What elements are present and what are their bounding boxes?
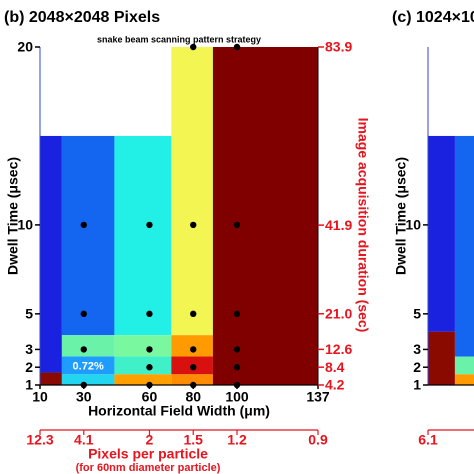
x2-tick-label: 1.2: [227, 432, 247, 448]
heat-cell: [114, 335, 172, 357]
data-point: [190, 43, 197, 51]
heat-cell: [61, 374, 115, 385]
data-point: [80, 346, 87, 353]
data-point: [146, 310, 153, 318]
y-tick-label: 1: [25, 377, 33, 393]
heat-cell: [171, 47, 213, 336]
y2-tick-label: 4.2: [325, 377, 345, 393]
x2-tick-label: 6.1: [418, 432, 438, 448]
y2-tick-label: 21.0: [325, 305, 352, 321]
heat-cell: [171, 335, 213, 357]
data-point: [190, 221, 197, 229]
y-tick-label: 2: [413, 359, 421, 375]
x-tick-label: 60: [142, 389, 158, 405]
y2-tick-label: 83.9: [325, 39, 352, 55]
data-point: [146, 221, 153, 229]
x-tick-label: 80: [185, 389, 201, 405]
heat-cell: [40, 372, 62, 385]
heat-cell: [61, 135, 115, 336]
heat-cell: [114, 135, 172, 336]
heat-cell: [114, 356, 172, 375]
heat-cell: [428, 135, 455, 332]
data-point: [190, 310, 197, 318]
data-point: [80, 221, 87, 229]
x2-axis-label: Pixels per particle: [88, 446, 208, 462]
y-axis-label: Dwell Time (μsec): [5, 157, 21, 275]
y-tick-label: 5: [25, 306, 33, 322]
data-point: [233, 364, 241, 371]
data-point: [146, 364, 153, 371]
heat-cell: [454, 374, 474, 385]
data-point: [233, 310, 241, 318]
data-point: [233, 221, 241, 229]
data-point: [146, 346, 153, 353]
x2-tick-label: 0.9: [308, 432, 328, 448]
y-tick-label: 5: [413, 306, 421, 322]
y-tick-label: 10: [405, 217, 421, 233]
heat-cell: [171, 374, 213, 385]
x2-tick-label: 1.5: [183, 432, 203, 448]
heat-cell: [428, 331, 455, 385]
heat-cell: [114, 374, 172, 385]
x-tick-label: 100: [225, 389, 249, 405]
heat-cell: [454, 135, 474, 357]
heat-cell: [61, 335, 115, 357]
label-box: [68, 357, 109, 374]
cell-label: 0.72%: [73, 360, 104, 372]
y-tick-label: 2: [25, 359, 33, 375]
x2-axis-note: (for 60nm diameter particle): [76, 462, 221, 474]
y-tick-label: 20: [17, 39, 33, 55]
data-point: [190, 364, 197, 371]
y-axis-label: Dwell Time (μsec): [393, 157, 409, 275]
data-point: [233, 346, 241, 353]
x2-tick-label: 2: [146, 432, 154, 448]
y-tick-label: 3: [413, 341, 421, 357]
panel-title: (b) 2048×2048 Pixels: [4, 9, 160, 26]
data-point: [233, 43, 241, 51]
panel-title: (c) 1024×1024 Pixels: [392, 9, 474, 26]
x2-tick-label: 4.1: [74, 432, 94, 448]
subtitle: snake beam scanning pattern strategy: [97, 34, 261, 44]
y2-axis-label: Image acquisition duration (sec): [355, 118, 371, 333]
y2-tick-label: 41.9: [325, 217, 352, 233]
x2-tick-label: 12.3: [26, 432, 53, 448]
x-tick-label: 10: [32, 389, 48, 405]
data-point: [80, 310, 87, 318]
heat-cell: [212, 47, 318, 385]
x-tick-label: 137: [306, 389, 330, 405]
y-tick-label: 10: [17, 217, 33, 233]
y2-tick-label: 8.4: [325, 359, 345, 375]
x-tick-label: 30: [76, 389, 92, 405]
heat-cell: [40, 135, 62, 373]
y2-tick-label: 12.6: [325, 341, 352, 357]
heat-cell: [454, 356, 474, 375]
y-tick-label: 3: [25, 341, 33, 357]
data-point: [190, 346, 197, 353]
x-axis-label: Horizontal Field Width (μm): [88, 403, 270, 419]
y-tick-label: 1: [413, 377, 421, 393]
